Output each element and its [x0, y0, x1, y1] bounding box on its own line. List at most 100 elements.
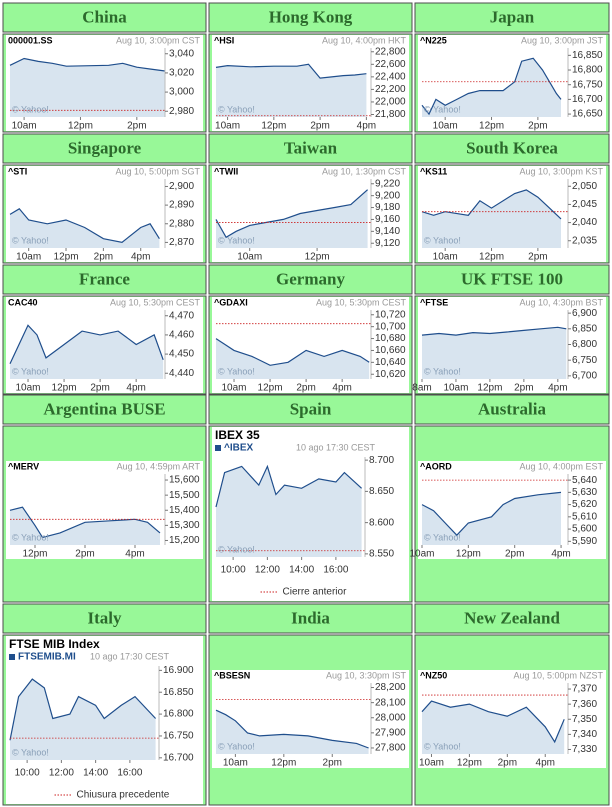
x-tick-label: 10am [419, 758, 444, 769]
y-tick-label: 5,630 [572, 487, 597, 498]
y-tick-label: 22,600 [375, 59, 406, 70]
x-tick-label: 10am [443, 383, 468, 394]
y-tick-label: 15,200 [169, 535, 200, 546]
x-tick-label: 12pm [261, 121, 286, 132]
y-tick-label: 6,850 [572, 323, 597, 334]
y-tick-label: 4,460 [169, 330, 194, 341]
symbol: FTSEMIB.MI [18, 652, 76, 663]
panel-title: New Zealand [464, 608, 560, 627]
price-line [215, 338, 370, 366]
timestamp: Aug 10, 1:30pm CST [322, 166, 407, 176]
area-fill [10, 325, 164, 379]
y-tick-label: 2,870 [169, 237, 194, 248]
x-tick-label: 10am [433, 121, 458, 132]
x-tick-label: 12pm [271, 758, 296, 769]
y-tick-label: 5,590 [572, 536, 597, 547]
timestamp: Aug 10, 3:00pm JST [521, 35, 604, 45]
y-tick-label: 4,450 [169, 349, 194, 360]
x-tick-label: 2pm [310, 121, 329, 132]
y-tick-label: 6,800 [572, 339, 597, 350]
y-tick-label: 10,680 [375, 333, 406, 344]
panel-header [414, 264, 610, 295]
area-fill [216, 189, 368, 248]
panel-header [2, 2, 207, 33]
y-tick-label: 16.850 [163, 687, 194, 698]
price-line [215, 189, 368, 239]
y-tick-label: 10,700 [375, 321, 406, 332]
panel-header [2, 264, 207, 295]
panel-header [208, 133, 413, 164]
area-fill [216, 466, 362, 557]
panel-title: Japan [490, 7, 535, 26]
source-watermark: © Yahoo! [218, 235, 255, 245]
x-tick-label: 14:00 [83, 768, 108, 779]
symbol: 000001.SS [8, 35, 53, 45]
x-tick-label: 4pm [332, 383, 351, 394]
symbol-bg [8, 651, 86, 663]
x-tick-label: 10am [409, 549, 434, 560]
y-tick-label: 3,040 [169, 48, 194, 59]
y-tick-label: 22,000 [375, 97, 406, 108]
panel-header [2, 133, 207, 164]
price-line [9, 57, 166, 72]
panel-title: France [79, 269, 130, 288]
y-tick-label: 6,900 [572, 308, 597, 319]
price-line [9, 506, 161, 539]
y-tick-label: 15,300 [169, 520, 200, 531]
source-watermark: © Yahoo! [424, 235, 461, 245]
price-line [215, 63, 367, 79]
panel-header [208, 2, 413, 33]
symbol: ^KS11 [420, 166, 447, 176]
area-fill [10, 507, 160, 545]
x-tick-label: 4pm [548, 383, 567, 394]
timestamp: Aug 10, 4:00pm HKT [322, 35, 407, 45]
timestamp: Aug 10, 5:00pm NZST [513, 670, 603, 680]
source-watermark: © Yahoo! [218, 366, 255, 376]
x-tick-label: 4pm [131, 252, 150, 263]
y-tick-label: 16.900 [163, 665, 194, 676]
timestamp: Aug 10, 5:30pm CEST [316, 297, 407, 307]
price-line [215, 709, 369, 749]
panel-header [2, 394, 207, 425]
x-tick-label: 2pm [127, 121, 146, 132]
area-fill [422, 492, 561, 545]
panel-header [414, 603, 610, 634]
area-fill [422, 701, 565, 754]
symbol: ^FTSE [420, 297, 448, 307]
panel-title: South Korea [466, 138, 558, 157]
area-fill [10, 208, 160, 248]
x-tick-label: 4pm [357, 121, 376, 132]
y-tick-label: 7,350 [572, 714, 597, 725]
legend-label: Cierre anterior [283, 587, 348, 598]
x-tick-label: 4pm [551, 549, 570, 560]
panel-title: Taiwan [284, 138, 338, 157]
y-tick-label: 15,600 [169, 475, 200, 486]
panel-title: Hong Kong [269, 7, 353, 26]
y-tick-label: 2,900 [169, 181, 194, 192]
y-tick-label: 16,800 [572, 65, 603, 76]
panel-header [208, 603, 413, 634]
x-tick-label: 16:00 [323, 565, 348, 576]
x-tick-label: 8am [412, 383, 431, 394]
y-tick-label: 9,180 [375, 202, 400, 213]
price-line [421, 491, 562, 537]
x-tick-label: 12pm [258, 383, 283, 394]
y-tick-label: 5,600 [572, 524, 597, 535]
y-tick-label: 15,500 [169, 490, 200, 501]
source-watermark: © Yahoo! [424, 104, 461, 114]
y-tick-label: 5,640 [572, 475, 597, 486]
chart-heading: FTSE MIB Index [9, 637, 100, 651]
source-watermark: © Yahoo! [12, 235, 49, 245]
y-tick-label: 4,440 [169, 368, 194, 379]
legend-swatch [9, 654, 15, 660]
price-line [9, 208, 160, 244]
source-watermark: © Yahoo! [424, 532, 461, 542]
x-tick-label: 2pm [323, 758, 342, 769]
x-tick-label: 10am [433, 252, 458, 263]
x-tick-label: 16:00 [117, 768, 142, 779]
x-tick-label: 10am [16, 383, 41, 394]
timestamp: Aug 10, 3:30pm IST [326, 670, 407, 680]
timestamp: 10 ago 17:30 CEST [296, 442, 376, 452]
timestamp: Aug 10, 4:00pm EST [519, 461, 603, 471]
panel-title: Germany [276, 269, 345, 288]
